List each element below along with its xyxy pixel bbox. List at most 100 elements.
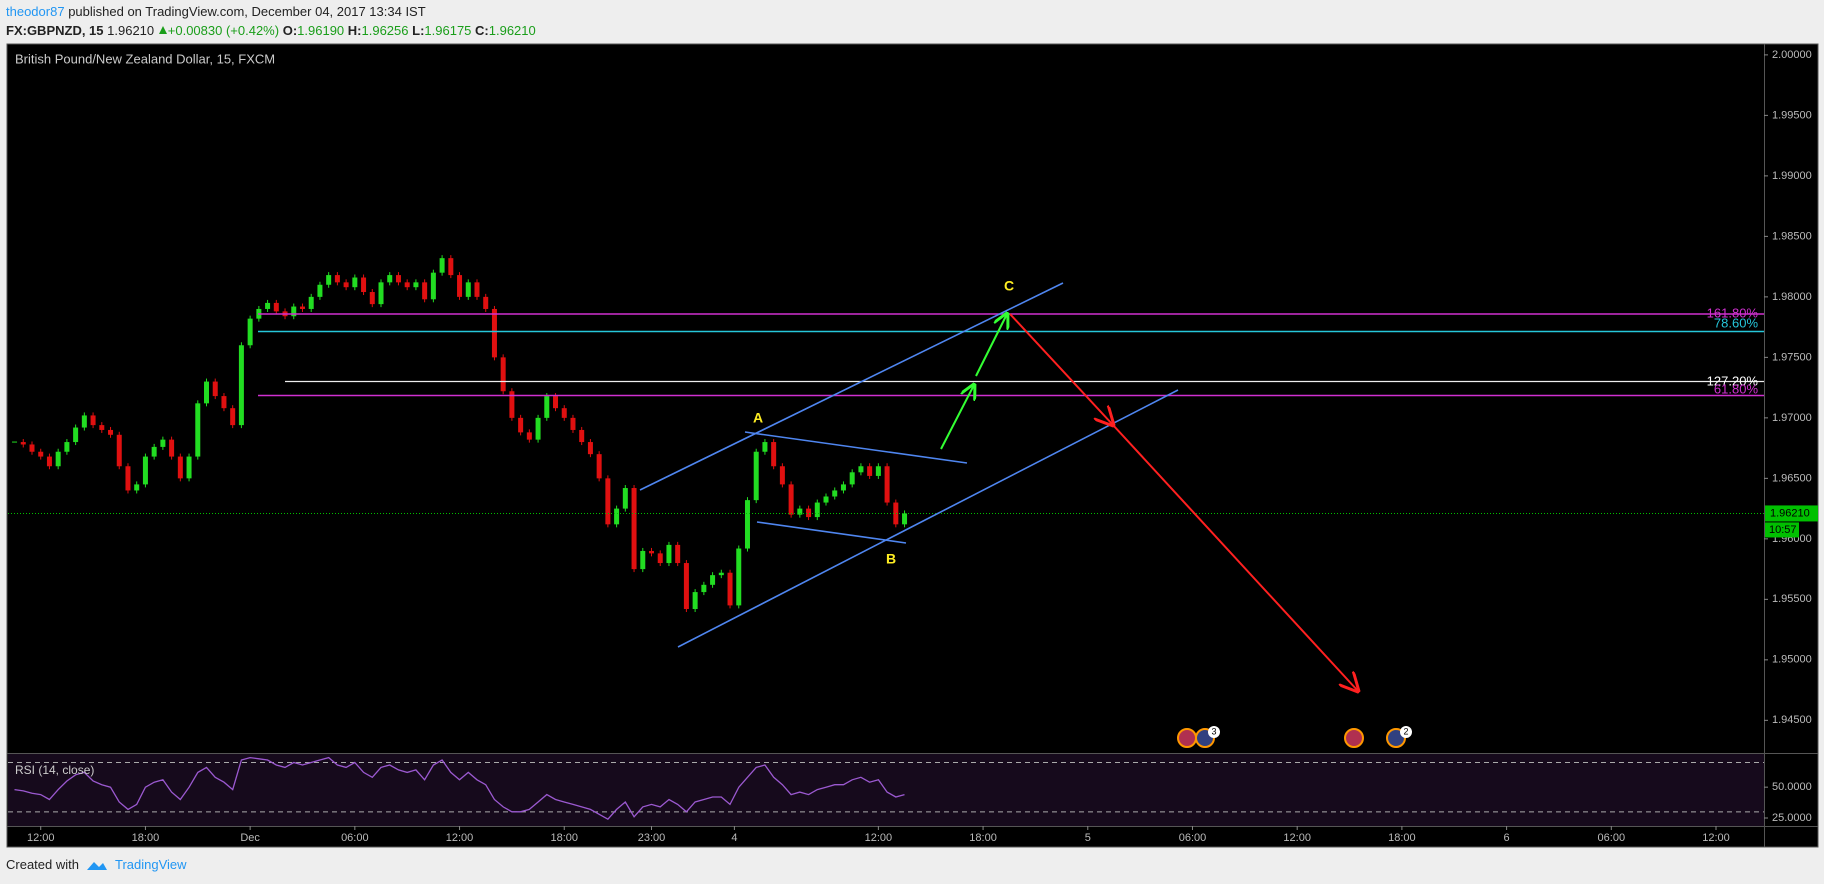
candle [20,442,26,445]
candle [483,296,489,309]
candle [779,466,785,485]
candle [701,584,707,593]
y-tick-label: 1.99500 [1772,109,1812,121]
arrow [940,385,974,450]
event-icon[interactable] [1344,728,1364,748]
candle [614,508,620,525]
countdown-box [1765,522,1799,538]
quote-line: FX:GBPNZD, 15 1.96210 +0.00830 (+0.42%) … [6,21,536,40]
y-tick-label: 1.96500 [1772,472,1812,484]
footer: Created with TradingView [6,857,187,872]
candle [753,451,759,501]
candle [631,488,637,570]
candle [299,306,305,309]
y-tick-label: 1.95000 [1772,654,1812,666]
candle [744,500,750,549]
x-tick-label: Dec [240,832,260,844]
candle [38,451,44,457]
candle [875,466,881,476]
brand-logo [86,861,107,870]
x-tick-label: 18:00 [132,832,160,844]
x-tick-label: 12:00 [27,832,55,844]
candle [544,396,550,418]
user-link[interactable]: theodor87 [6,4,65,19]
candle [151,446,157,457]
candle [99,425,105,430]
candle [535,417,541,440]
fib-label: 161.80% [1707,305,1759,320]
up-icon [158,26,167,34]
candle [788,484,794,515]
fib-label: 127.20% [1707,373,1759,388]
candle [736,548,742,606]
candle [116,434,122,467]
candle [12,441,18,443]
point-label: A [753,410,763,426]
open: 1.96190 [297,23,345,38]
candle [840,484,846,491]
candle [369,292,375,305]
candle [718,572,724,576]
x-tick-label: 12:00 [1283,832,1311,844]
candle [553,396,559,409]
x-tick-label: 12:00 [1702,832,1730,844]
candle [797,508,803,515]
candle [291,306,297,317]
candle [326,275,332,285]
x-tick-label: 18:00 [550,832,578,844]
x-tick-label: 18:00 [1388,832,1416,844]
trend-line [639,282,1064,491]
symbol: FX:GBPNZD, 15 [6,23,104,38]
arrow [1009,313,1113,425]
candle [404,282,410,288]
event-icon[interactable] [1177,728,1197,748]
candle [387,275,393,283]
candle [692,592,698,610]
candle [596,454,602,479]
chart-bg [6,43,1819,848]
candle [666,544,672,564]
rsi-tick-label: 25.0000 [1772,812,1812,824]
rsi-title: RSI (14, close) [15,763,94,777]
candle [858,466,864,473]
candle [422,282,428,300]
publish-info: published on TradingView.com, December 0… [68,4,426,19]
x-tick-label: 5 [1085,832,1091,844]
candle [430,272,436,300]
candle [64,442,70,452]
x-tick-label: 23:00 [638,832,666,844]
price: 1.96210 [107,23,155,38]
candle [823,496,829,503]
candle [771,442,777,467]
candle [29,444,35,452]
candle [657,553,663,564]
candle [125,466,131,491]
y-tick-label: 1.94500 [1772,714,1812,726]
plot: 1.945001.950001.955001.960001.965001.970… [8,49,1818,844]
arrow [1112,424,1358,691]
candle [134,484,140,491]
candle [46,456,52,467]
candle [893,502,899,525]
events: 3 2 [1177,726,1412,748]
candle [727,572,733,606]
candle [605,478,611,525]
x-tick-label: 18:00 [969,832,997,844]
candle [343,282,349,288]
candle [378,282,384,305]
event-badge [1400,726,1412,738]
y-tick-label: 1.99000 [1772,170,1812,182]
brand-link[interactable]: TradingView [114,857,187,872]
header: theodor87 published on TradingView.com, … [6,2,536,40]
candle [491,308,497,358]
candle [160,439,166,447]
point-label: B [886,551,896,567]
candle [509,391,515,418]
publish-line: theodor87 published on TradingView.com, … [6,2,536,21]
low: 1.96175 [424,23,472,38]
last-price-label: 1.96210 [1770,507,1810,519]
c-label: C: [475,23,489,38]
candle [221,396,227,409]
rsi-line [14,756,905,821]
candle [500,357,506,392]
